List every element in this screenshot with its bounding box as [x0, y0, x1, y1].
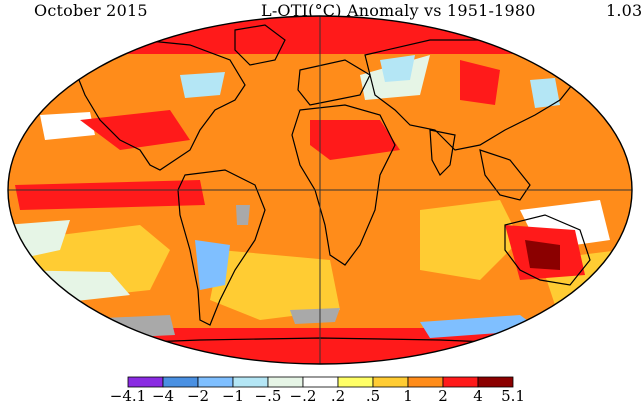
- anomaly-cool: [40, 112, 95, 140]
- legend-swatch: [267, 376, 304, 388]
- legend-swatch: [162, 376, 199, 388]
- anomaly-cold: [180, 72, 225, 98]
- anomaly-cold: [530, 78, 560, 108]
- anomaly-very-hot: [525, 240, 560, 270]
- anomaly-cold: [195, 240, 230, 290]
- india-outline: [429, 129, 456, 176]
- legend-tick-label: −2: [187, 387, 209, 403]
- global-mean-value: 1.03: [606, 1, 642, 20]
- anomaly-hot: [460, 60, 500, 105]
- legend-tick-label: −4: [152, 387, 174, 403]
- legend-swatch: [372, 376, 409, 388]
- legend-swatch: [127, 376, 164, 388]
- legend-tick-labels: −4.1 −4 −2 −1 −.5 −.2 .2 .5 1 2 4 5.1: [110, 387, 525, 403]
- anomaly-hot: [15, 180, 205, 210]
- legend-tick-label: −4.1: [110, 387, 146, 403]
- no-data-area: [236, 205, 250, 225]
- legend-swatch: [302, 376, 339, 388]
- legend-swatch: [197, 376, 234, 388]
- legend-tick-label: 5.1: [501, 387, 525, 403]
- legend-tick-label: 1: [403, 387, 413, 403]
- australia-outline: [504, 214, 591, 286]
- legend-swatch: [477, 376, 514, 388]
- anomaly-patch: [420, 200, 520, 280]
- legend-color-bar: [127, 376, 514, 388]
- anomaly-hot: [310, 120, 400, 160]
- anomaly-cold: [420, 315, 540, 338]
- header-date: October 2015: [34, 1, 148, 20]
- map-title: L-OTI(°C) Anomaly vs 1951-1980: [261, 1, 536, 20]
- anomaly-cold: [380, 55, 415, 82]
- globe-outline: [7, 15, 633, 365]
- no-data-area: [290, 308, 340, 324]
- legend-swatch: [442, 376, 479, 388]
- europe-outline: [297, 59, 371, 106]
- legend-tick-label: −.2: [290, 387, 317, 403]
- greenland-outline: [234, 24, 286, 66]
- legend-tick-label: −1: [222, 387, 244, 403]
- africa-outline: [291, 104, 396, 266]
- legend-tick-label: 4: [473, 387, 483, 403]
- legend-tick-label: .2: [331, 387, 345, 403]
- legend-swatch: [232, 376, 269, 388]
- anomaly-patch: [210, 250, 340, 320]
- legend-tick-label: 2: [438, 387, 448, 403]
- anomaly-hot: [80, 110, 190, 150]
- legend-swatch: [407, 376, 444, 388]
- se-asia-outline: [479, 149, 531, 201]
- legend-tick-label: .5: [366, 387, 380, 403]
- south-america-outline: [177, 169, 266, 326]
- legend-swatch: [337, 376, 374, 388]
- legend-tick-label: −.5: [255, 387, 282, 403]
- north-america-outline: [74, 39, 246, 171]
